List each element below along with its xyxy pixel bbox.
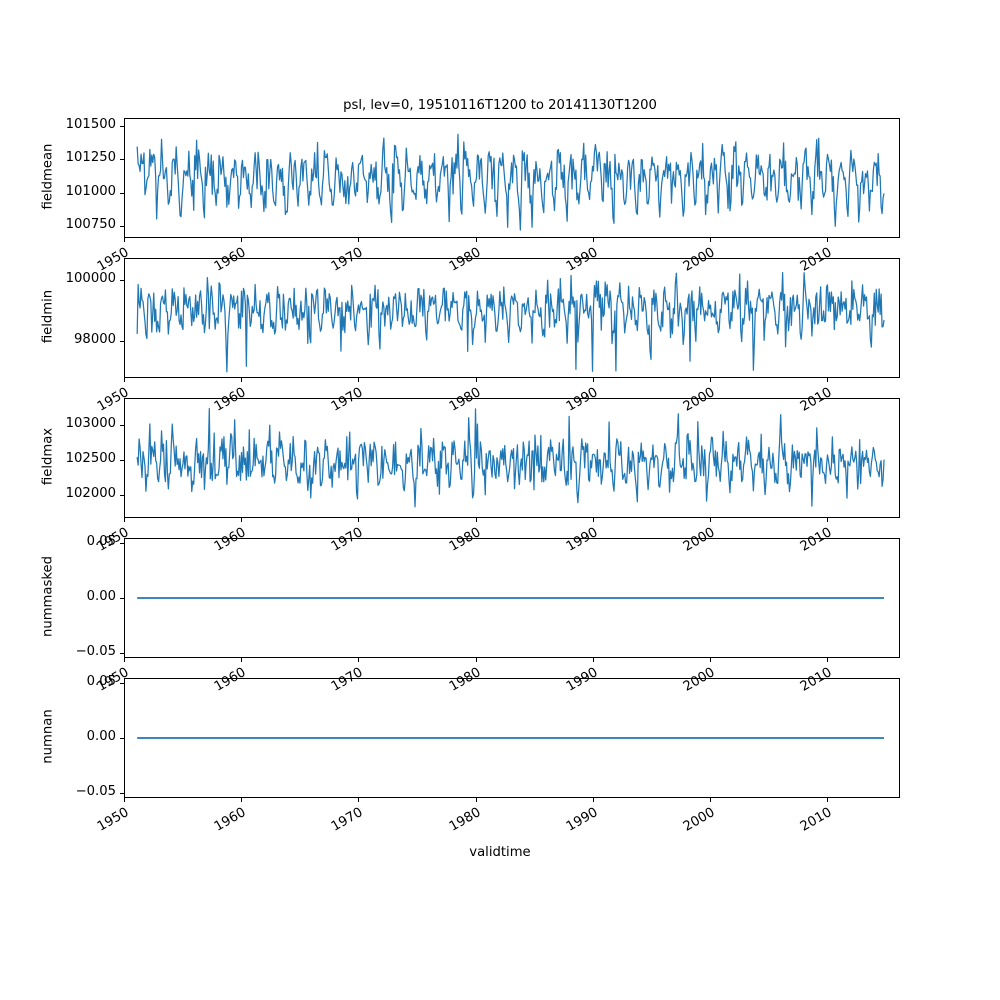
x-tick-mark [475,378,477,382]
x-tick-mark [710,378,712,382]
x-tick-mark [710,238,712,242]
x-tick-label: 1950 [94,805,132,835]
x-tick-mark [358,378,360,382]
subplot-nummasked [124,538,900,658]
y-tick-label: 101500 [65,117,116,132]
x-tick-mark [827,658,829,662]
x-axis-label: validtime [469,845,531,860]
y-tick-mark [120,683,124,685]
y-tick-label: 102000 [65,486,116,502]
y-tick-label: −0.05 [75,643,116,659]
x-tick-label: 2010 [798,805,835,835]
x-tick-mark [358,238,360,242]
y-tick-mark [120,279,124,281]
x-tick-label: 1970 [329,805,366,835]
subplot-fieldmean [124,118,900,238]
x-tick-mark [241,378,243,382]
x-tick-mark [124,658,125,662]
y-tick-label: 100000 [65,270,116,286]
subplot-numnan [124,678,900,798]
x-tick-mark [475,658,477,662]
x-tick-label: 1980 [446,805,484,835]
y-tick-label: 0.00 [86,589,116,604]
y-tick-label: 101000 [65,183,116,199]
x-tick-mark [592,238,594,242]
y-axis-label-nummasked: nummasked [40,556,56,638]
x-tick-mark [827,798,829,802]
x-tick-label: 1960 [212,805,249,835]
x-tick-mark [475,798,477,802]
y-tick-label: 100750 [65,217,116,232]
subplot-fieldmax [124,398,900,518]
x-tick-mark [827,518,829,522]
plot-area-nummasked [137,597,885,599]
x-tick-mark [710,658,712,662]
x-tick-mark [241,518,243,522]
x-tick-mark [592,658,594,662]
y-axis-label-numnan: numnan [40,709,56,764]
y-tick-mark [120,126,124,127]
x-tick-mark [358,658,360,662]
x-tick-mark [592,378,594,382]
y-tick-mark [120,792,124,794]
y-tick-label: 0.05 [86,674,116,690]
x-tick-label: 2000 [681,805,718,835]
x-tick-mark [827,378,829,382]
x-tick-mark [710,518,712,522]
x-tick-mark [124,238,125,242]
y-tick-mark [120,341,124,343]
data-line-fieldmean [136,133,885,231]
y-tick-label: 103000 [65,415,116,431]
x-tick-mark [710,798,712,802]
y-tick-label: −0.05 [75,783,116,799]
y-tick-mark [120,159,124,161]
x-tick-mark [358,798,360,802]
x-tick-mark [475,238,477,242]
y-tick-mark [120,738,124,739]
y-tick-label: 0.00 [86,729,116,744]
y-axis-label-fieldmean: fieldmean [40,143,56,210]
plot-area-fieldmean [136,133,885,231]
y-axis-label-fieldmax: fieldmax [40,427,56,486]
y-tick-label: 102500 [65,451,116,467]
y-tick-mark [120,226,124,227]
x-tick-mark [827,238,829,242]
subplot-fieldmin [124,258,900,378]
y-axis-label-fieldmin: fieldmin [40,289,56,344]
x-tick-mark [592,518,594,522]
y-tick-mark [120,192,124,194]
x-tick-mark [124,518,125,522]
x-tick-mark [592,798,594,802]
y-tick-mark [120,424,124,426]
figure-title: psl, lev=0, 19510116T1200 to 20141130T12… [343,98,657,113]
x-tick-mark [241,658,243,662]
x-tick-mark [124,378,125,382]
y-tick-label: 101250 [65,150,116,166]
x-tick-label: 1990 [563,805,601,835]
y-tick-label: 0.05 [86,534,116,550]
x-tick-mark [358,518,360,522]
plot-area-fieldmin [136,272,885,373]
plot-area-fieldmax [136,408,885,508]
plot-area-numnan [137,737,885,739]
data-line-fieldmax [136,408,885,508]
x-tick-mark [475,518,477,522]
y-tick-mark [120,495,124,497]
y-tick-mark [120,543,124,545]
y-tick-mark [120,598,124,599]
y-tick-mark [120,460,124,462]
y-tick-label: 98000 [74,332,116,348]
y-tick-mark [120,652,124,654]
x-tick-mark [241,238,243,242]
data-line-fieldmin [136,272,885,373]
x-tick-mark [241,798,243,802]
x-tick-mark [124,798,125,802]
